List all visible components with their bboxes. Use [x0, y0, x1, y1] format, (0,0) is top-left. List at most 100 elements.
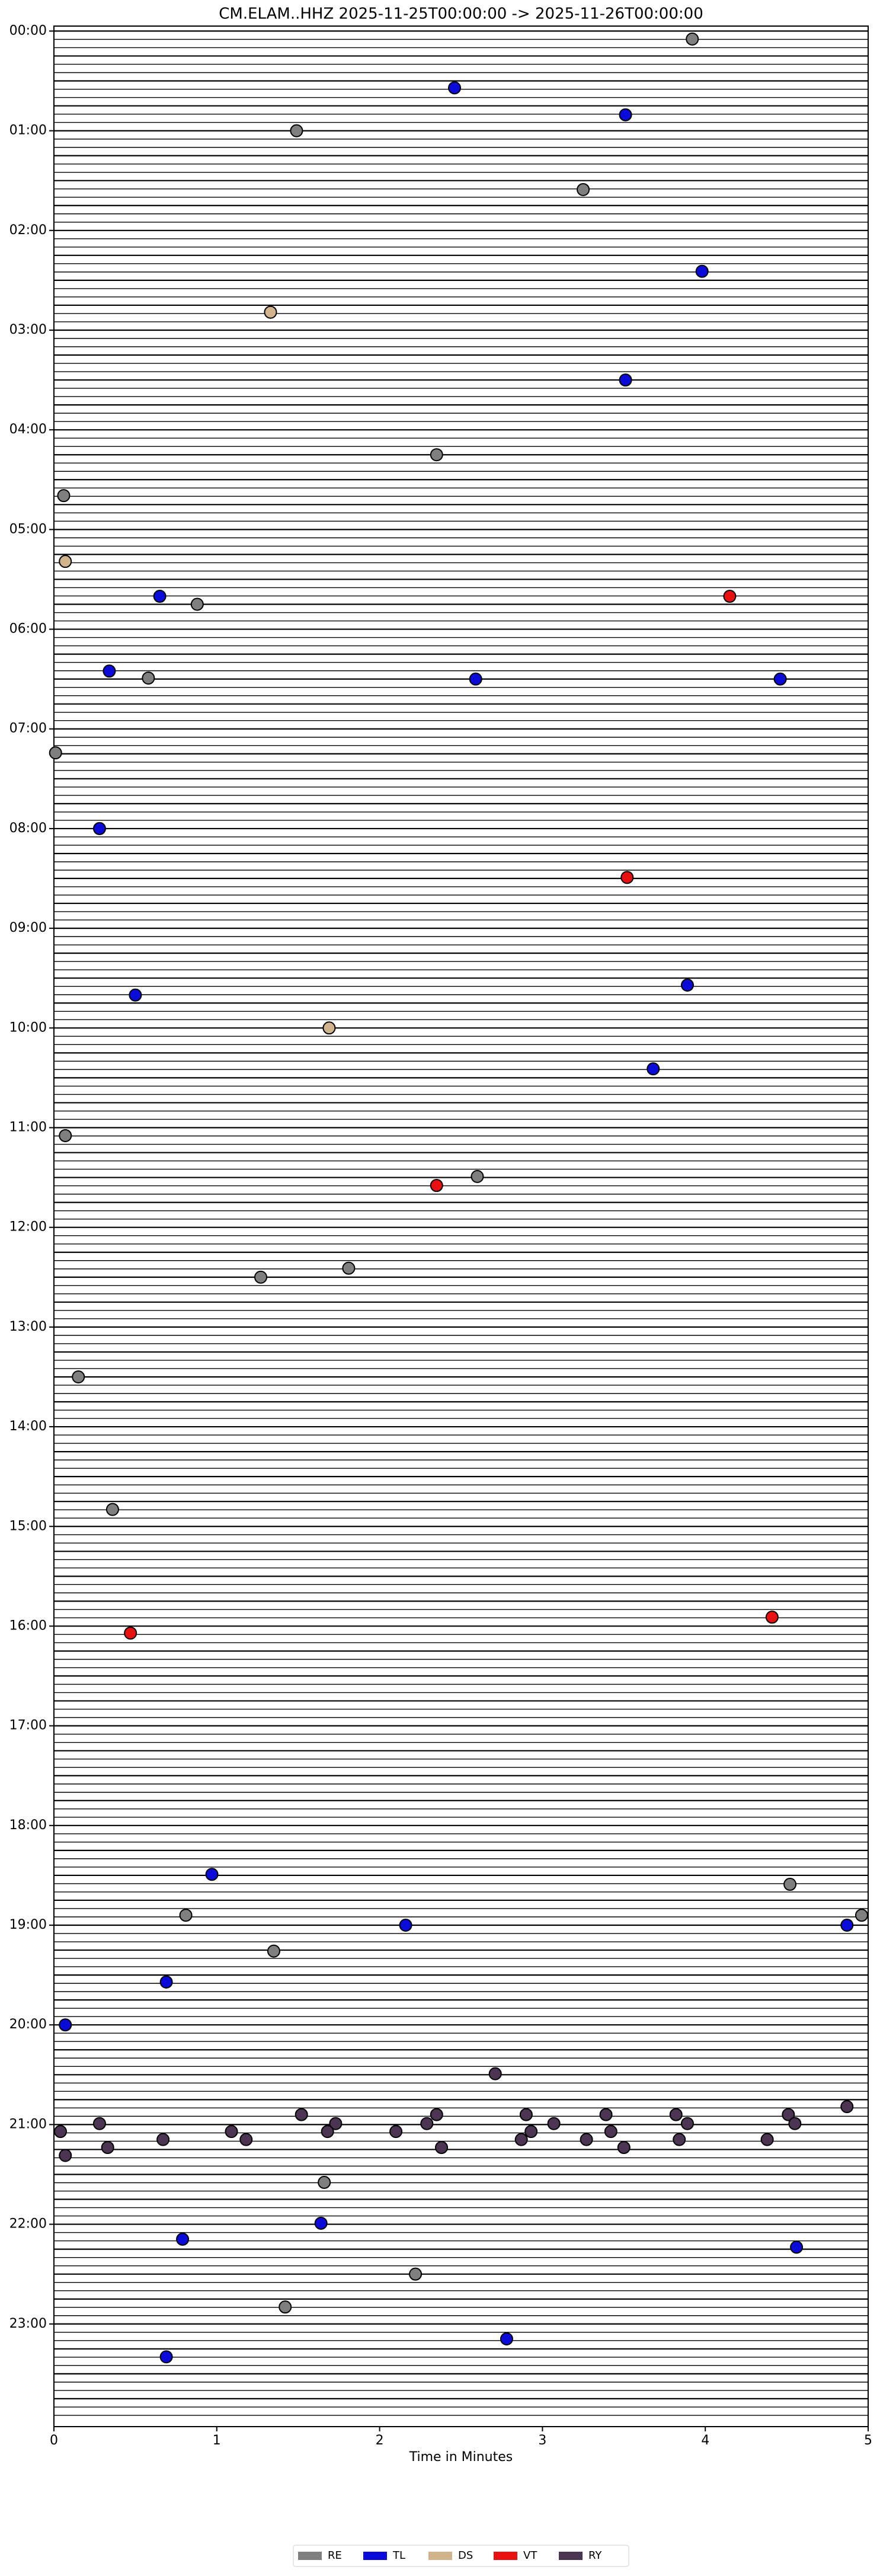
- event-marker: [124, 1626, 137, 1640]
- y-tick-label: 03:00: [9, 322, 47, 337]
- event-marker: [420, 2117, 434, 2130]
- event-marker: [723, 590, 737, 603]
- event-marker: [430, 2108, 443, 2121]
- event-marker: [647, 1062, 660, 1076]
- y-tick-label: 15:00: [9, 1519, 47, 1533]
- event-marker: [314, 2216, 328, 2230]
- event-marker: [264, 305, 277, 319]
- event-marker: [619, 373, 632, 387]
- y-tick-label: 07:00: [9, 721, 47, 736]
- chart-title: CM.ELAM..HHZ 2025-11-25T00:00:00 -> 2025…: [219, 5, 703, 23]
- x-tick-label: 0: [50, 2433, 58, 2448]
- y-tick-label: 21:00: [9, 2117, 47, 2131]
- event-marker: [680, 2117, 694, 2130]
- event-marker: [620, 871, 634, 884]
- event-marker: [59, 2149, 72, 2162]
- y-tick-label: 19:00: [9, 1917, 47, 1932]
- event-marker: [53, 2125, 67, 2139]
- event-marker: [159, 1975, 173, 1989]
- legend-swatch: [494, 2552, 517, 2560]
- event-marker: [471, 1169, 484, 1183]
- x-tick-label: 1: [213, 2433, 221, 2448]
- trace-rows: [54, 30, 868, 2416]
- event-marker: [142, 671, 155, 685]
- event-marker: [840, 2100, 854, 2114]
- y-tick-label: 10:00: [9, 1020, 47, 1035]
- legend-box: [293, 2545, 629, 2567]
- event-marker: [409, 2267, 423, 2281]
- event-marker: [49, 746, 62, 760]
- event-marker: [599, 2108, 613, 2121]
- event-marker: [179, 1909, 193, 1922]
- y-tick-label: 22:00: [9, 2217, 47, 2232]
- event-marker: [524, 2125, 538, 2139]
- event-marker: [225, 2125, 238, 2139]
- event-marker: [153, 590, 167, 603]
- event-marker: [514, 2133, 528, 2146]
- y-tick-label: 00:00: [9, 23, 47, 38]
- event-marker: [190, 597, 204, 611]
- event-marker: [680, 978, 694, 992]
- event-marker: [790, 2241, 804, 2254]
- y-tick-label: 06:00: [9, 622, 47, 637]
- event-marker: [92, 822, 106, 835]
- y-tick-label: 23:00: [9, 2316, 47, 2331]
- event-marker: [59, 2018, 72, 2032]
- event-marker: [322, 1021, 336, 1035]
- legend-label: TL: [392, 2549, 405, 2562]
- event-marker: [290, 124, 303, 138]
- x-tick-label: 4: [701, 2433, 709, 2448]
- event-marker: [500, 2332, 513, 2345]
- event-marker: [57, 489, 71, 503]
- event-marker: [430, 1179, 443, 1193]
- y-tick-label: 18:00: [9, 1818, 47, 1833]
- legend-label: RE: [328, 2549, 342, 2562]
- y-tick-label: 02:00: [9, 223, 47, 238]
- event-marker: [430, 448, 443, 462]
- legend-swatch: [428, 2552, 452, 2560]
- y-tick-label: 12:00: [9, 1220, 47, 1235]
- y-tick-label: 04:00: [9, 422, 47, 437]
- event-marker: [547, 2117, 561, 2130]
- y-tick-label: 05:00: [9, 522, 47, 536]
- y-tick-label: 16:00: [9, 1618, 47, 1633]
- event-marker: [72, 1370, 85, 1383]
- event-marker: [695, 264, 709, 278]
- event-marker: [59, 1129, 72, 1142]
- event-marker: [617, 2141, 631, 2155]
- event-marker: [580, 2133, 593, 2146]
- event-marker: [435, 2141, 449, 2155]
- event-marker: [469, 672, 482, 686]
- event-marker: [577, 183, 590, 196]
- legend-swatch: [298, 2552, 322, 2560]
- event-marker: [105, 1503, 119, 1516]
- event-marker: [389, 2125, 403, 2139]
- x-tick-label: 2: [376, 2433, 384, 2448]
- event-marker: [295, 2108, 308, 2121]
- event-marker: [156, 2133, 170, 2146]
- event-marker: [399, 1919, 412, 1932]
- event-marker: [159, 2350, 173, 2364]
- event-marker: [840, 1919, 854, 1932]
- event-marker: [254, 1270, 267, 1284]
- event-marker: [176, 2232, 190, 2246]
- event-marker: [855, 1909, 869, 1922]
- event-marker: [519, 2108, 533, 2121]
- event-marker: [686, 32, 699, 46]
- y-tick-label: 17:00: [9, 1718, 47, 1733]
- event-marker: [488, 2067, 502, 2080]
- event-marker: [329, 2117, 343, 2130]
- event-marker: [342, 1261, 356, 1275]
- y-tick-label: 20:00: [9, 2017, 47, 2032]
- event-marker: [205, 1868, 219, 1881]
- legend-swatch: [559, 2552, 583, 2560]
- event-marker: [321, 2125, 334, 2139]
- y-tick-label: 01:00: [9, 123, 47, 138]
- event-marker: [92, 2117, 106, 2130]
- event-marker: [669, 2108, 683, 2121]
- x-tick-label: 5: [864, 2433, 872, 2448]
- x-tick-label: 3: [538, 2433, 546, 2448]
- event-marker: [788, 2117, 802, 2130]
- y-tick-label: 11:00: [9, 1120, 47, 1134]
